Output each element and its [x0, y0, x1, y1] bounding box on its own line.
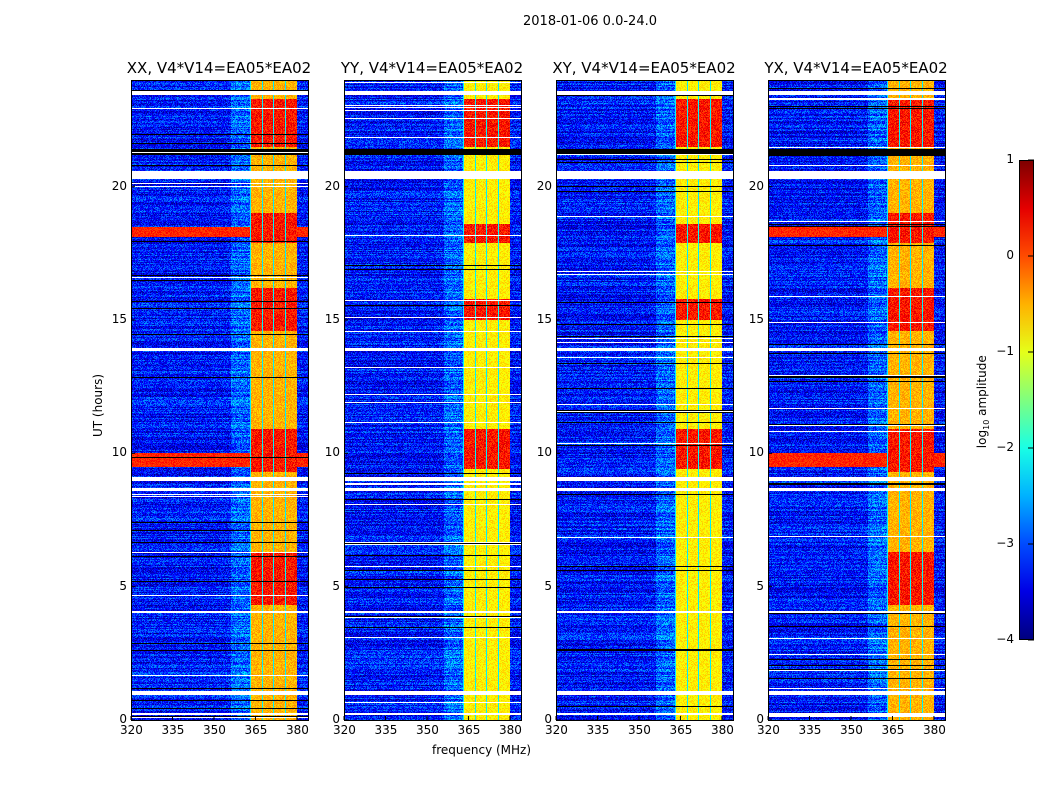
y-tick-label: 15	[536, 312, 552, 326]
y-tick-label: 20	[536, 178, 552, 193]
colorbar-tick-label: 0	[1006, 248, 1014, 262]
spectrogram-0	[131, 80, 308, 720]
y-tick-label: 5	[544, 578, 552, 593]
x-tick-label: 320	[545, 723, 568, 737]
y-tick-label: 0	[332, 712, 340, 726]
colorbar-tick-label: −1	[996, 344, 1014, 358]
panel-title-0: XX, V4*V14=EA05*EA02	[126, 59, 312, 77]
y-tick-label: 20	[748, 178, 764, 193]
y-tick-label: 10	[748, 445, 764, 460]
x-tick-label: 380	[498, 723, 522, 737]
x-tick-label: 350	[627, 723, 651, 737]
x-tick-label: 365	[457, 723, 481, 737]
x-tick-label: 335	[586, 723, 610, 737]
x-tick-label: 380	[285, 723, 309, 737]
y-tick-label: 0	[544, 712, 552, 726]
panel-title-3: YX, V4*V14=EA05*EA02	[764, 59, 948, 77]
x-tick-label: 380	[922, 723, 946, 737]
y-tick-label: 5	[119, 578, 127, 593]
y-tick-label: 15	[111, 312, 127, 326]
panel-frame-3	[768, 80, 946, 721]
panel-frame-0	[131, 80, 309, 721]
y-tick-label: 20	[111, 178, 127, 193]
colorbar-tick-label: −2	[996, 440, 1014, 454]
x-tick-label: 320	[120, 723, 143, 737]
y-tick-label: 15	[748, 312, 764, 326]
spectrogram-3	[768, 80, 945, 720]
x-tick-label: 380	[710, 723, 734, 737]
y-tick-label: 15	[324, 312, 340, 326]
x-tick-label: 365	[669, 723, 693, 737]
panel-frame-2	[556, 80, 734, 721]
y-tick-label: 0	[756, 712, 764, 726]
x-tick-label: 320	[757, 723, 780, 737]
x-tick-label: 335	[374, 723, 398, 737]
colorbar-tick-label: 1	[1006, 152, 1014, 166]
figure-title: 2018-01-06 0.0-24.0	[523, 14, 657, 29]
y-tick-label: 10	[536, 445, 552, 460]
colorbar	[1019, 160, 1034, 640]
y-tick-label: 0	[119, 712, 127, 726]
y-tick-label: 5	[332, 578, 340, 593]
y-tick-label: 20	[324, 178, 340, 193]
x-tick-label: 365	[244, 723, 268, 737]
spectrogram-2	[556, 80, 733, 720]
colorbar-tick-label: −3	[996, 536, 1014, 550]
x-tick-label: 350	[415, 723, 439, 737]
x-tick-label: 320	[333, 723, 356, 737]
x-tick-label: 350	[202, 723, 226, 737]
panel-frame-1	[344, 80, 522, 721]
x-tick-label: 365	[881, 723, 905, 737]
y-tick-label: 10	[324, 445, 340, 460]
panel-title-1: YY, V4*V14=EA05*EA02	[340, 59, 524, 77]
x-axis-label: frequency (MHz)	[432, 743, 532, 757]
spectrogram-1	[344, 80, 521, 720]
x-tick-label: 335	[798, 723, 822, 737]
x-tick-label: 335	[161, 723, 185, 737]
y-tick-label: 5	[756, 578, 764, 593]
colorbar-tick-label: −4	[996, 632, 1014, 646]
panel-title-2: XY, V4*V14=EA05*EA02	[552, 59, 736, 77]
x-tick-label: 350	[839, 723, 863, 737]
y-tick-label: 10	[111, 445, 127, 460]
